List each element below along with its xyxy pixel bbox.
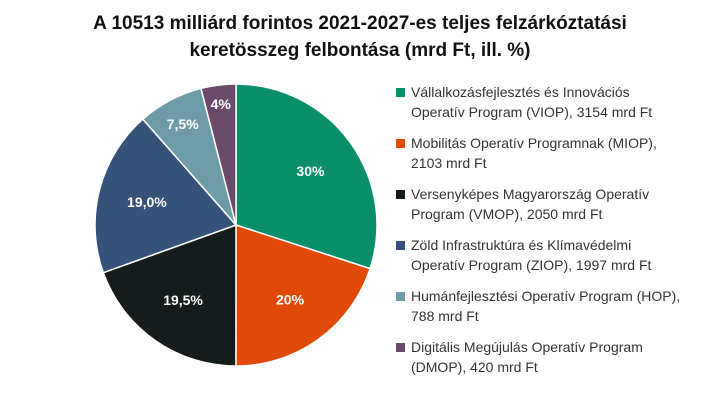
- legend-label-0: Vállalkozásfejlesztés és Innovációs Oper…: [411, 84, 653, 120]
- legend-item-3: Zöld Infrastruktúra és Klímavédelmi Oper…: [396, 235, 711, 275]
- chart-title: A 10513 milliárd forintos 2021-2027-es t…: [60, 10, 660, 64]
- legend-label-3: Zöld Infrastruktúra és Klímavédelmi Oper…: [411, 237, 652, 273]
- legend-swatch-3: [396, 241, 405, 250]
- chart-title-line-2: keretösszeg felbontása (mrd Ft, ill. %): [189, 40, 531, 61]
- pie-slice-3: [94, 118, 238, 274]
- legend-swatch-5: [396, 343, 405, 352]
- legend-swatch-0: [396, 88, 405, 97]
- legend-label-2: Versenyképes Magyarország Operatív Progr…: [411, 186, 650, 222]
- legend-label-4: Humánfejlesztési Operatív Program (HOP),…: [411, 288, 681, 324]
- pie-slice-5: [200, 83, 237, 226]
- chart-legend: Vállalkozásfejlesztés és Innovációs Oper…: [396, 82, 711, 388]
- legend-item-4: Humánfejlesztési Operatív Program (HOP),…: [396, 286, 711, 326]
- pie-slice-label-1: 20%: [276, 291, 305, 307]
- pie-slices: [94, 83, 378, 367]
- legend-label-5: Digitális Megújulás Operatív Program (DM…: [411, 339, 643, 375]
- legend-item-2: Versenyképes Magyarország Operatív Progr…: [396, 184, 711, 224]
- legend-item-5: Digitális Megújulás Operatív Program (DM…: [396, 337, 711, 377]
- chart-title-line-1: A 10513 milliárd forintos 2021-2027-es t…: [93, 13, 627, 34]
- pie-slice-label-5: 4%: [211, 96, 232, 112]
- pie-slice-label-4: 7,5%: [167, 116, 199, 132]
- pie-slice-label-0: 30%: [296, 163, 325, 179]
- pie-slice-1: [235, 223, 372, 367]
- pie-slice-2: [102, 223, 237, 367]
- pie-slice-label-3: 19,0%: [127, 194, 167, 210]
- pie-slice-labels: 30% 20% 19,5% 19,0% 7,5% 4%: [127, 96, 325, 308]
- legend-swatch-4: [396, 292, 405, 301]
- pie-slice-0: [235, 83, 378, 270]
- pie-slice-label-2: 19,5%: [163, 292, 203, 308]
- legend-swatch-2: [396, 190, 405, 199]
- legend-label-1: Mobilitás Operatív Programnak (MIOP), 21…: [411, 135, 657, 171]
- legend-swatch-1: [396, 139, 405, 148]
- legend-item-0: Vállalkozásfejlesztés és Innovációs Oper…: [396, 82, 711, 122]
- legend-item-1: Mobilitás Operatív Programnak (MIOP), 21…: [396, 133, 711, 173]
